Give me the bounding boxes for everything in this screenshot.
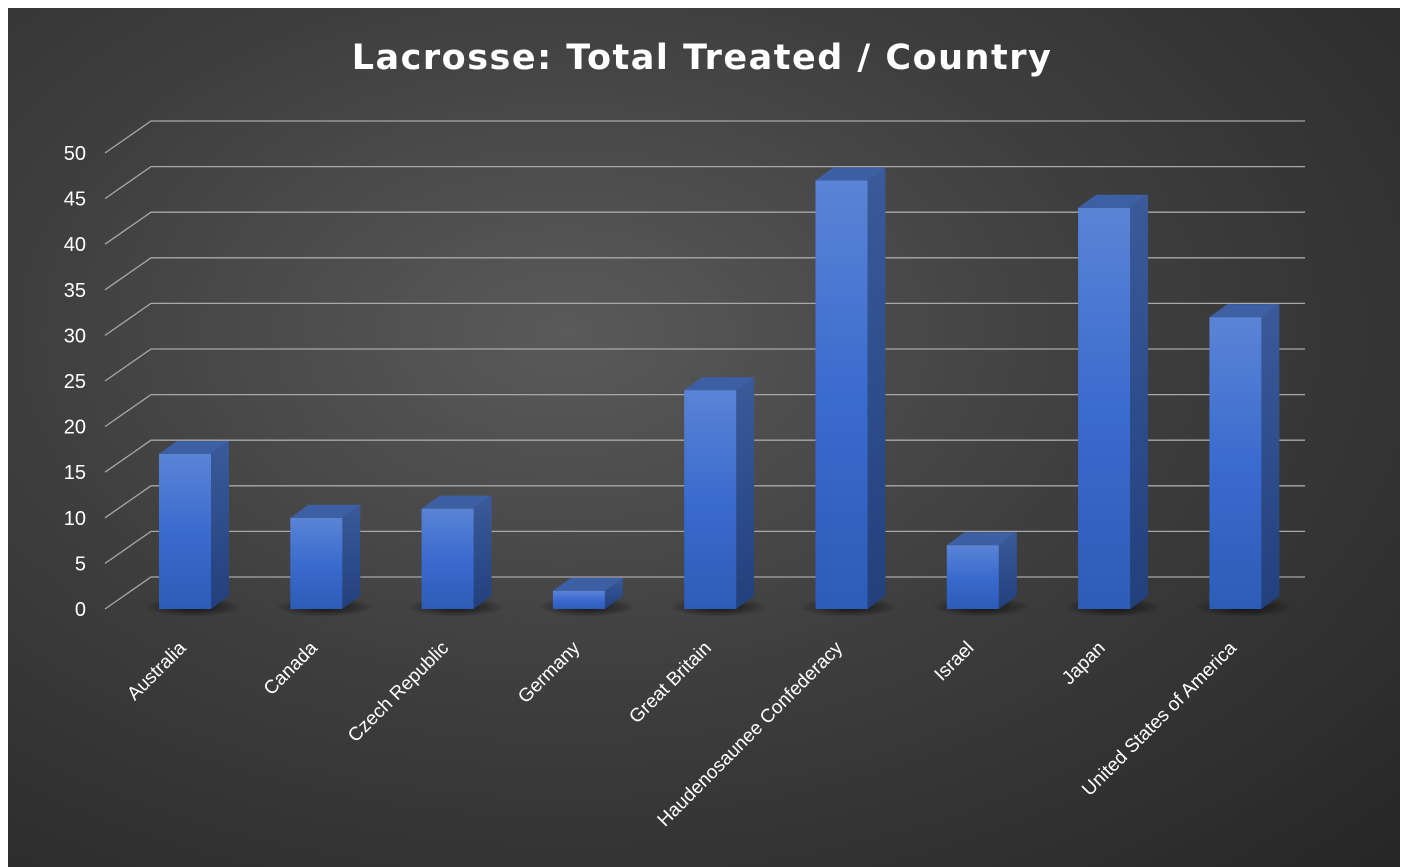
bar [668, 377, 768, 617]
bar-side [998, 532, 1017, 609]
bar-top [1078, 194, 1149, 208]
chart-title: Lacrosse: Total Treated / Country [352, 38, 1053, 78]
bar-front [1209, 317, 1262, 609]
bar-side [1130, 194, 1149, 609]
gridline [104, 485, 1305, 519]
y-tick-label: 40 [64, 234, 86, 256]
gridline [104, 439, 1305, 473]
x-tick-label: United States of America [1078, 637, 1241, 800]
bar-front [946, 545, 999, 609]
bar-side [342, 504, 361, 609]
gridline [104, 257, 1305, 291]
bar-top [815, 167, 886, 181]
bar-side [736, 377, 755, 609]
chart-area: Lacrosse: Total Treated / Country 0 5 10 15… [8, 8, 1400, 867]
y-tick-label: 25 [64, 371, 86, 393]
bar-front [1078, 207, 1131, 609]
gridline [104, 576, 1305, 610]
bar-top [159, 440, 229, 454]
gridline [104, 393, 1305, 428]
y-tick-label: 30 [64, 325, 86, 347]
x-tick-label: Czech Republic [344, 638, 453, 747]
x-axis-labels: Australia Canada Czech Republic Germany Grea… [123, 637, 1241, 831]
y-tick-label: 10 [64, 508, 86, 530]
bar-side [211, 440, 229, 609]
bar [143, 440, 243, 617]
bar-side [473, 495, 492, 609]
bar-top [684, 377, 755, 391]
bar-top [552, 577, 623, 591]
y-tick-label: 20 [64, 417, 86, 439]
chart-svg: Lacrosse: Total Treated / Country 0 5 10 15… [64, 38, 1305, 831]
bar [800, 167, 899, 617]
y-tick-label: 5 [75, 553, 86, 575]
bar-front [815, 180, 868, 610]
y-tick-label: 50 [64, 143, 86, 165]
bar-top [946, 532, 1017, 546]
bar-front [552, 590, 605, 609]
gridline [104, 530, 1305, 564]
gridline [104, 165, 1305, 200]
bar [537, 577, 637, 617]
gridlines [104, 120, 1305, 610]
gridline [104, 348, 1305, 382]
x-tick-label: Germany [514, 637, 584, 707]
gridline [104, 211, 1305, 245]
y-tick-label: 35 [64, 280, 86, 302]
bar-side [1261, 304, 1280, 609]
x-tick-label: Japan [1058, 638, 1109, 689]
gridline [104, 302, 1305, 336]
bar [931, 532, 1031, 617]
bar-side [604, 577, 623, 609]
gridline [104, 120, 1305, 154]
bar-side [867, 167, 886, 610]
y-axis-ticks: 0 5 10 15 20 25 30 35 40 45 50 [64, 143, 86, 621]
x-tick-label: Australia [123, 637, 190, 704]
bar-top [290, 504, 361, 518]
bar [1062, 194, 1162, 617]
y-tick-label: 0 [75, 599, 86, 621]
bar [1194, 304, 1293, 617]
x-tick-label: Israel [931, 638, 979, 686]
bar-top [421, 495, 492, 509]
bar-top [1209, 304, 1280, 318]
bar [406, 495, 505, 617]
x-tick-label: Canada [260, 637, 322, 699]
y-tick-label: 15 [64, 462, 86, 484]
bar-front [684, 390, 737, 609]
bar-front [290, 517, 343, 609]
bars [143, 167, 1293, 617]
y-tick-label: 45 [64, 189, 86, 211]
bar-front [421, 508, 474, 609]
bar-front [159, 453, 211, 609]
bar [274, 504, 374, 617]
x-tick-label: Great Britain [625, 638, 715, 728]
